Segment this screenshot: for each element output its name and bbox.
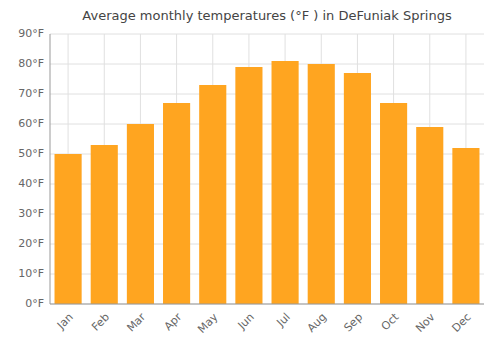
bar	[91, 145, 118, 304]
bar	[272, 61, 299, 304]
x-tick-label: Oct	[379, 310, 402, 333]
y-tick-label: 60°F	[18, 117, 44, 130]
y-tick-label: 90°F	[18, 27, 44, 40]
x-tick-label: Sep	[341, 311, 365, 335]
bar	[55, 154, 82, 304]
y-grid-line	[50, 64, 484, 65]
y-tick-label: 40°F	[18, 177, 44, 190]
chart-container: 0°F 10°F 20°F 30°F 40°F 50°F 60°F 70°F 80°F 90°F J…	[0, 0, 500, 350]
bar	[380, 103, 407, 304]
y-tick-label: 50°F	[18, 147, 44, 160]
bar	[416, 127, 443, 304]
bar	[127, 124, 154, 304]
y-tick-label: 10°F	[18, 267, 44, 280]
y-grid-line	[50, 304, 484, 305]
bar	[344, 73, 371, 304]
chart: 0°F 10°F 20°F 30°F 40°F 50°F 60°F 70°F 80°F 90°F J…	[0, 0, 500, 350]
grid	[50, 34, 484, 304]
x-tick-label: Jun	[235, 311, 257, 333]
y-tick-label: 0°F	[25, 297, 44, 310]
y-grid-line	[50, 34, 484, 35]
y-tick-label: 20°F	[18, 237, 44, 250]
bar	[452, 148, 479, 304]
x-tick-label: May	[195, 310, 221, 336]
y-grid-line	[50, 124, 484, 125]
y-tick-label: 80°F	[18, 57, 44, 70]
axes: 0°F 10°F 20°F 30°F 40°F 50°F 60°F 70°F 80°F 90°F J…	[18, 27, 484, 336]
x-tick-label: Apr	[162, 310, 185, 333]
x-axis-line	[50, 304, 484, 305]
bar	[235, 67, 262, 304]
x-tick-label: Aug	[305, 311, 329, 335]
bar	[163, 103, 190, 304]
bars	[55, 61, 480, 304]
title: Average monthly temperatures (°F ) in De…	[82, 8, 452, 23]
x-tick-label: Nov	[413, 310, 438, 335]
x-tick-label: Dec	[449, 311, 473, 335]
y-tick-label: 70°F	[18, 87, 44, 100]
x-tick-label: Jul	[274, 311, 293, 330]
y-grid-line	[50, 94, 484, 95]
x-tick-label: Jan	[54, 311, 76, 333]
y-axis-line	[50, 34, 51, 304]
bar	[308, 64, 335, 304]
y-tick-label: 30°F	[18, 207, 44, 220]
bar	[199, 85, 226, 304]
x-tick-label: Feb	[89, 311, 112, 334]
x-tick-label: Mar	[124, 310, 148, 334]
